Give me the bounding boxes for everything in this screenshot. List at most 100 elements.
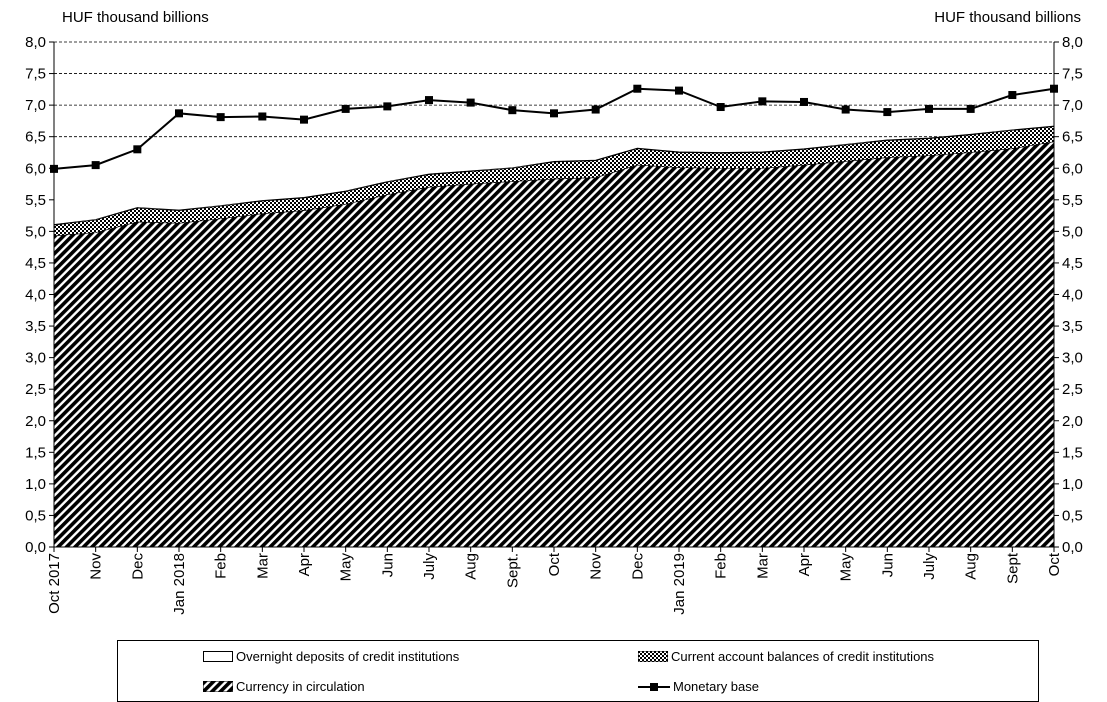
monetary-base-point <box>466 98 475 107</box>
legend-swatch-white <box>203 651 233 662</box>
x-tick-label: Aug <box>463 553 480 580</box>
monetary-base-point <box>50 164 58 173</box>
y-tick-label-right: 6,5 <box>1062 129 1083 146</box>
y-tick-label-left: 4,5 <box>25 255 46 272</box>
y-tick-label-right: 5,0 <box>1062 223 1083 240</box>
monetary-base-point <box>883 108 892 117</box>
legend-item-currency: Currency in circulation <box>203 679 365 694</box>
monetary-base-point <box>925 104 933 113</box>
monetary-base-point <box>341 104 350 113</box>
y-tick-label-left: 7,5 <box>25 66 46 83</box>
y-tick-label-left: 2,5 <box>25 381 46 398</box>
monetary-base-point <box>300 115 308 124</box>
y-tick-label-right: 1,5 <box>1062 444 1083 461</box>
y-tick-label-left: 1,5 <box>25 444 46 461</box>
y-tick-label-left: 5,5 <box>25 192 46 209</box>
monetary-base-point <box>216 113 225 122</box>
legend-label: Overnight deposits of credit institution… <box>236 649 460 664</box>
area-currency-in-circulation <box>53 141 1055 548</box>
legend-label: Currency in circulation <box>236 679 365 694</box>
y-tick-label-right: 6,0 <box>1062 160 1083 177</box>
monetary-base-point <box>1050 84 1058 93</box>
y-tick-label-right: 0,0 <box>1062 539 1083 556</box>
y-tick-label-right: 0,5 <box>1062 507 1083 524</box>
x-tick-label: Feb <box>213 553 230 579</box>
x-tick-label: July <box>421 553 438 580</box>
x-tick-label: Nov <box>588 553 605 580</box>
y-tick-label-right: 7,5 <box>1062 66 1083 83</box>
y-tick-label-left: 0,5 <box>25 507 46 524</box>
monetary-base-point <box>550 109 558 118</box>
y-axis-unit-left: HUF thousand billions <box>62 9 209 26</box>
y-tick-label-left: 4,0 <box>25 287 46 304</box>
y-tick-label-left: 0,0 <box>25 539 46 556</box>
monetary-base-point <box>1008 91 1017 100</box>
y-tick-label-right: 4,0 <box>1062 287 1083 304</box>
y-tick-label-right: 1,0 <box>1062 476 1083 493</box>
x-tick-label: Dec <box>629 553 646 580</box>
monetary-base-point <box>716 103 725 112</box>
x-tick-label: May <box>338 553 355 582</box>
x-tick-label: Jun <box>379 553 396 577</box>
y-tick-label-right: 2,0 <box>1062 413 1083 430</box>
x-tick-label: Dec <box>129 553 146 580</box>
monetary-base-point <box>508 106 517 115</box>
monetary-base-point <box>133 145 142 154</box>
y-tick-label-left: 6,0 <box>25 160 46 177</box>
legend: Overnight deposits of credit institution… <box>117 640 1039 702</box>
monetary-base-point <box>383 102 392 111</box>
monetary-base-point <box>633 84 642 93</box>
x-tick-label: Sept <box>1004 552 1021 584</box>
y-tick-label-right: 7,0 <box>1062 97 1083 114</box>
x-tick-label: Oct 2017 <box>46 553 63 614</box>
y-tick-label-right: 3,0 <box>1062 350 1083 367</box>
x-tick-label: May <box>838 553 855 582</box>
y-tick-label-left: 3,5 <box>25 318 46 335</box>
legend-label: Current account balances of credit insti… <box>671 649 935 664</box>
y-axis-unit-right: HUF thousand billions <box>934 9 1081 26</box>
x-tick-label: July <box>921 553 938 580</box>
x-tick-label: Apr <box>296 553 313 576</box>
x-tick-label: Mar <box>254 553 271 579</box>
y-tick-label-right: 3,5 <box>1062 318 1083 335</box>
y-tick-label-left: 3,0 <box>25 350 46 367</box>
x-tick-label: Jan 2019 <box>671 553 688 615</box>
y-tick-label-right: 8,0 <box>1062 34 1083 51</box>
monetary-base-point <box>800 97 808 106</box>
x-tick-label: Aug <box>963 553 980 580</box>
y-tick-label-left: 6,5 <box>25 129 46 146</box>
monetary-base-point <box>966 104 975 113</box>
monetary-base-point <box>758 97 767 106</box>
x-tick-label: Mar <box>754 553 771 579</box>
x-tick-label: Nov <box>88 553 105 580</box>
y-tick-label-left: 8,0 <box>25 34 46 51</box>
y-tick-label-left: 1,0 <box>25 476 46 493</box>
y-tick-label-left: 7,0 <box>25 97 46 114</box>
monetary-base-point <box>591 105 600 114</box>
legend-swatch-hatch <box>203 681 233 692</box>
y-tick-label-right: 5,5 <box>1062 192 1083 209</box>
legend-swatch-checker <box>638 651 668 662</box>
x-tick-label: Jun <box>879 553 896 577</box>
monetary-base-point <box>841 105 850 114</box>
chart-plot: 0,0 0,0 0,5 0,5 1,0 1,0 1,5 1,5 2,0 2,0 2,5 2,5 3,0 3… <box>25 34 1083 615</box>
legend-label: Monetary base <box>673 679 759 694</box>
y-tick-label-right: 4,5 <box>1062 255 1083 272</box>
x-tick-label: Jan 2018 <box>171 553 188 615</box>
legend-swatch-line-marker <box>638 681 670 693</box>
legend-item-current-account: Current account balances of credit insti… <box>638 649 934 664</box>
monetary-base-point <box>425 96 433 105</box>
monetary-base-point <box>258 112 267 121</box>
legend-item-overnight-deposits: Overnight deposits of credit institution… <box>203 649 459 664</box>
monetary-base-point <box>675 86 683 95</box>
y-tick-label-left: 5,0 <box>25 223 46 240</box>
x-tick-label: Feb <box>713 553 730 579</box>
legend-item-monetary-base: Monetary base <box>638 679 759 694</box>
monetary-base-point <box>175 109 183 118</box>
x-tick-label: Oct <box>546 552 563 576</box>
y-tick-label-left: 2,0 <box>25 413 46 430</box>
monetary-base-point <box>91 161 100 170</box>
x-tick-label: Oct <box>1046 552 1063 576</box>
y-tick-label-right: 2,5 <box>1062 381 1083 398</box>
x-tick-label: Sept. <box>504 553 521 588</box>
